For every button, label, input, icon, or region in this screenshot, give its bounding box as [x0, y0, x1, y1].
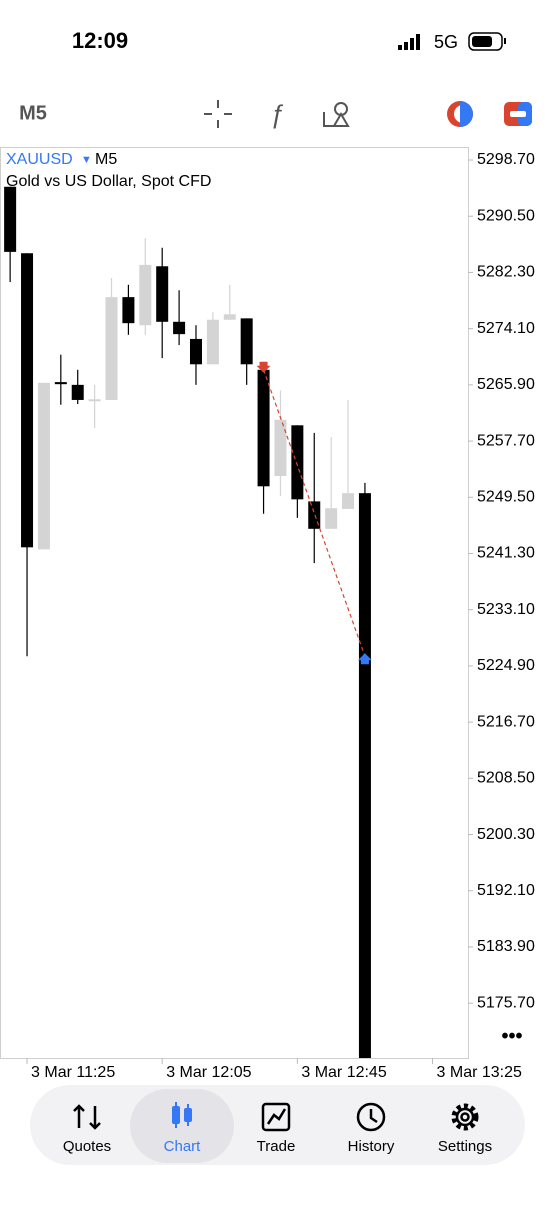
candle-body [189, 338, 202, 365]
y-tick-label: 5282.30 [477, 264, 535, 281]
tab-label: Trade [257, 1138, 296, 1155]
y-tick-label: 5257.70 [477, 432, 535, 449]
tab-icon [451, 1103, 479, 1131]
tab-label: Chart [164, 1138, 202, 1155]
tab[interactable]: Settings [438, 1103, 492, 1155]
x-tick-label: 3 Mar 12:05 [166, 1064, 251, 1081]
tab[interactable]: Trade [257, 1102, 296, 1155]
symbol-description: Gold vs US Dollar, Spot CFD [6, 173, 211, 190]
candle-body [71, 384, 84, 400]
candle-body [274, 419, 287, 477]
tab-label: History [348, 1138, 395, 1155]
x-tick-label: 3 Mar 13:25 [437, 1064, 522, 1081]
tab-highlight [130, 1089, 234, 1163]
symbol[interactable]: XAUUSD [6, 151, 73, 168]
tab-icon [172, 1102, 192, 1128]
candle-body [37, 382, 50, 550]
tab-icon [356, 1102, 386, 1132]
candle-body [21, 253, 34, 548]
y-tick-label: 5224.90 [477, 657, 535, 674]
symbol-dropdown[interactable]: ▼ [81, 154, 92, 166]
y-tick-label: 5175.70 [477, 994, 535, 1011]
candle-body [4, 186, 17, 252]
crosshair-button[interactable] [204, 100, 232, 128]
tab-label: Settings [438, 1138, 492, 1155]
plot [4, 186, 372, 1058]
y-tick-label: 5208.50 [477, 770, 535, 787]
candle-body [156, 266, 169, 322]
chart-timeframe: M5 [95, 151, 117, 168]
candle-body [342, 493, 355, 509]
y-tick-label: 5183.90 [477, 938, 535, 955]
y-tick-label: 5241.30 [477, 545, 535, 562]
trade-button[interactable] [504, 102, 532, 126]
y-tick-label: 5274.10 [477, 320, 535, 337]
tab-label: Quotes [63, 1138, 111, 1155]
objects-button[interactable] [323, 102, 350, 127]
y-tick-label: 5298.70 [477, 151, 535, 168]
account-button[interactable] [447, 101, 473, 127]
candle-body [122, 297, 135, 324]
candle-body [240, 318, 253, 365]
chart-frame [0, 147, 469, 1059]
candle-body [257, 369, 270, 487]
y-tick-label: 5233.10 [477, 601, 535, 618]
status-time: 12:09 [72, 28, 128, 53]
candle-body [325, 508, 338, 529]
candle-body [54, 382, 67, 385]
candle-body [88, 399, 101, 402]
candle-body [223, 314, 236, 320]
buy-arrow [357, 653, 372, 665]
indicators-button[interactable]: ƒ [270, 99, 284, 129]
x-tick-label: 3 Mar 12:45 [301, 1064, 386, 1081]
signal [398, 34, 420, 50]
candle-body [173, 321, 186, 335]
y-tick-label: 5200.30 [477, 826, 535, 843]
tab[interactable]: Chart [130, 1089, 234, 1163]
y-tick-label: 5290.50 [477, 207, 535, 224]
trade-line [263, 369, 366, 657]
tab-icon [73, 1104, 101, 1130]
tab[interactable]: History [348, 1102, 395, 1155]
network: 5G [434, 32, 458, 52]
candle-body [105, 297, 118, 400]
tab[interactable]: Quotes [63, 1104, 111, 1155]
y-tick-label: 5192.10 [477, 882, 535, 899]
candle-body [139, 264, 152, 326]
battery [468, 32, 506, 51]
tab-icon [261, 1102, 291, 1132]
x-tick-label: 3 Mar 11:25 [31, 1064, 115, 1081]
more-button[interactable]: ••• [501, 1025, 522, 1047]
y-tick-label: 5265.90 [477, 376, 535, 393]
y-tick-label: 5216.70 [477, 713, 535, 730]
timeframe-button[interactable]: M5 [19, 102, 47, 124]
candle-body [206, 319, 219, 365]
candle-body [358, 493, 371, 1058]
y-tick-label: 5249.50 [477, 488, 535, 505]
candle-body [291, 425, 304, 500]
sell-arrow [256, 361, 271, 373]
